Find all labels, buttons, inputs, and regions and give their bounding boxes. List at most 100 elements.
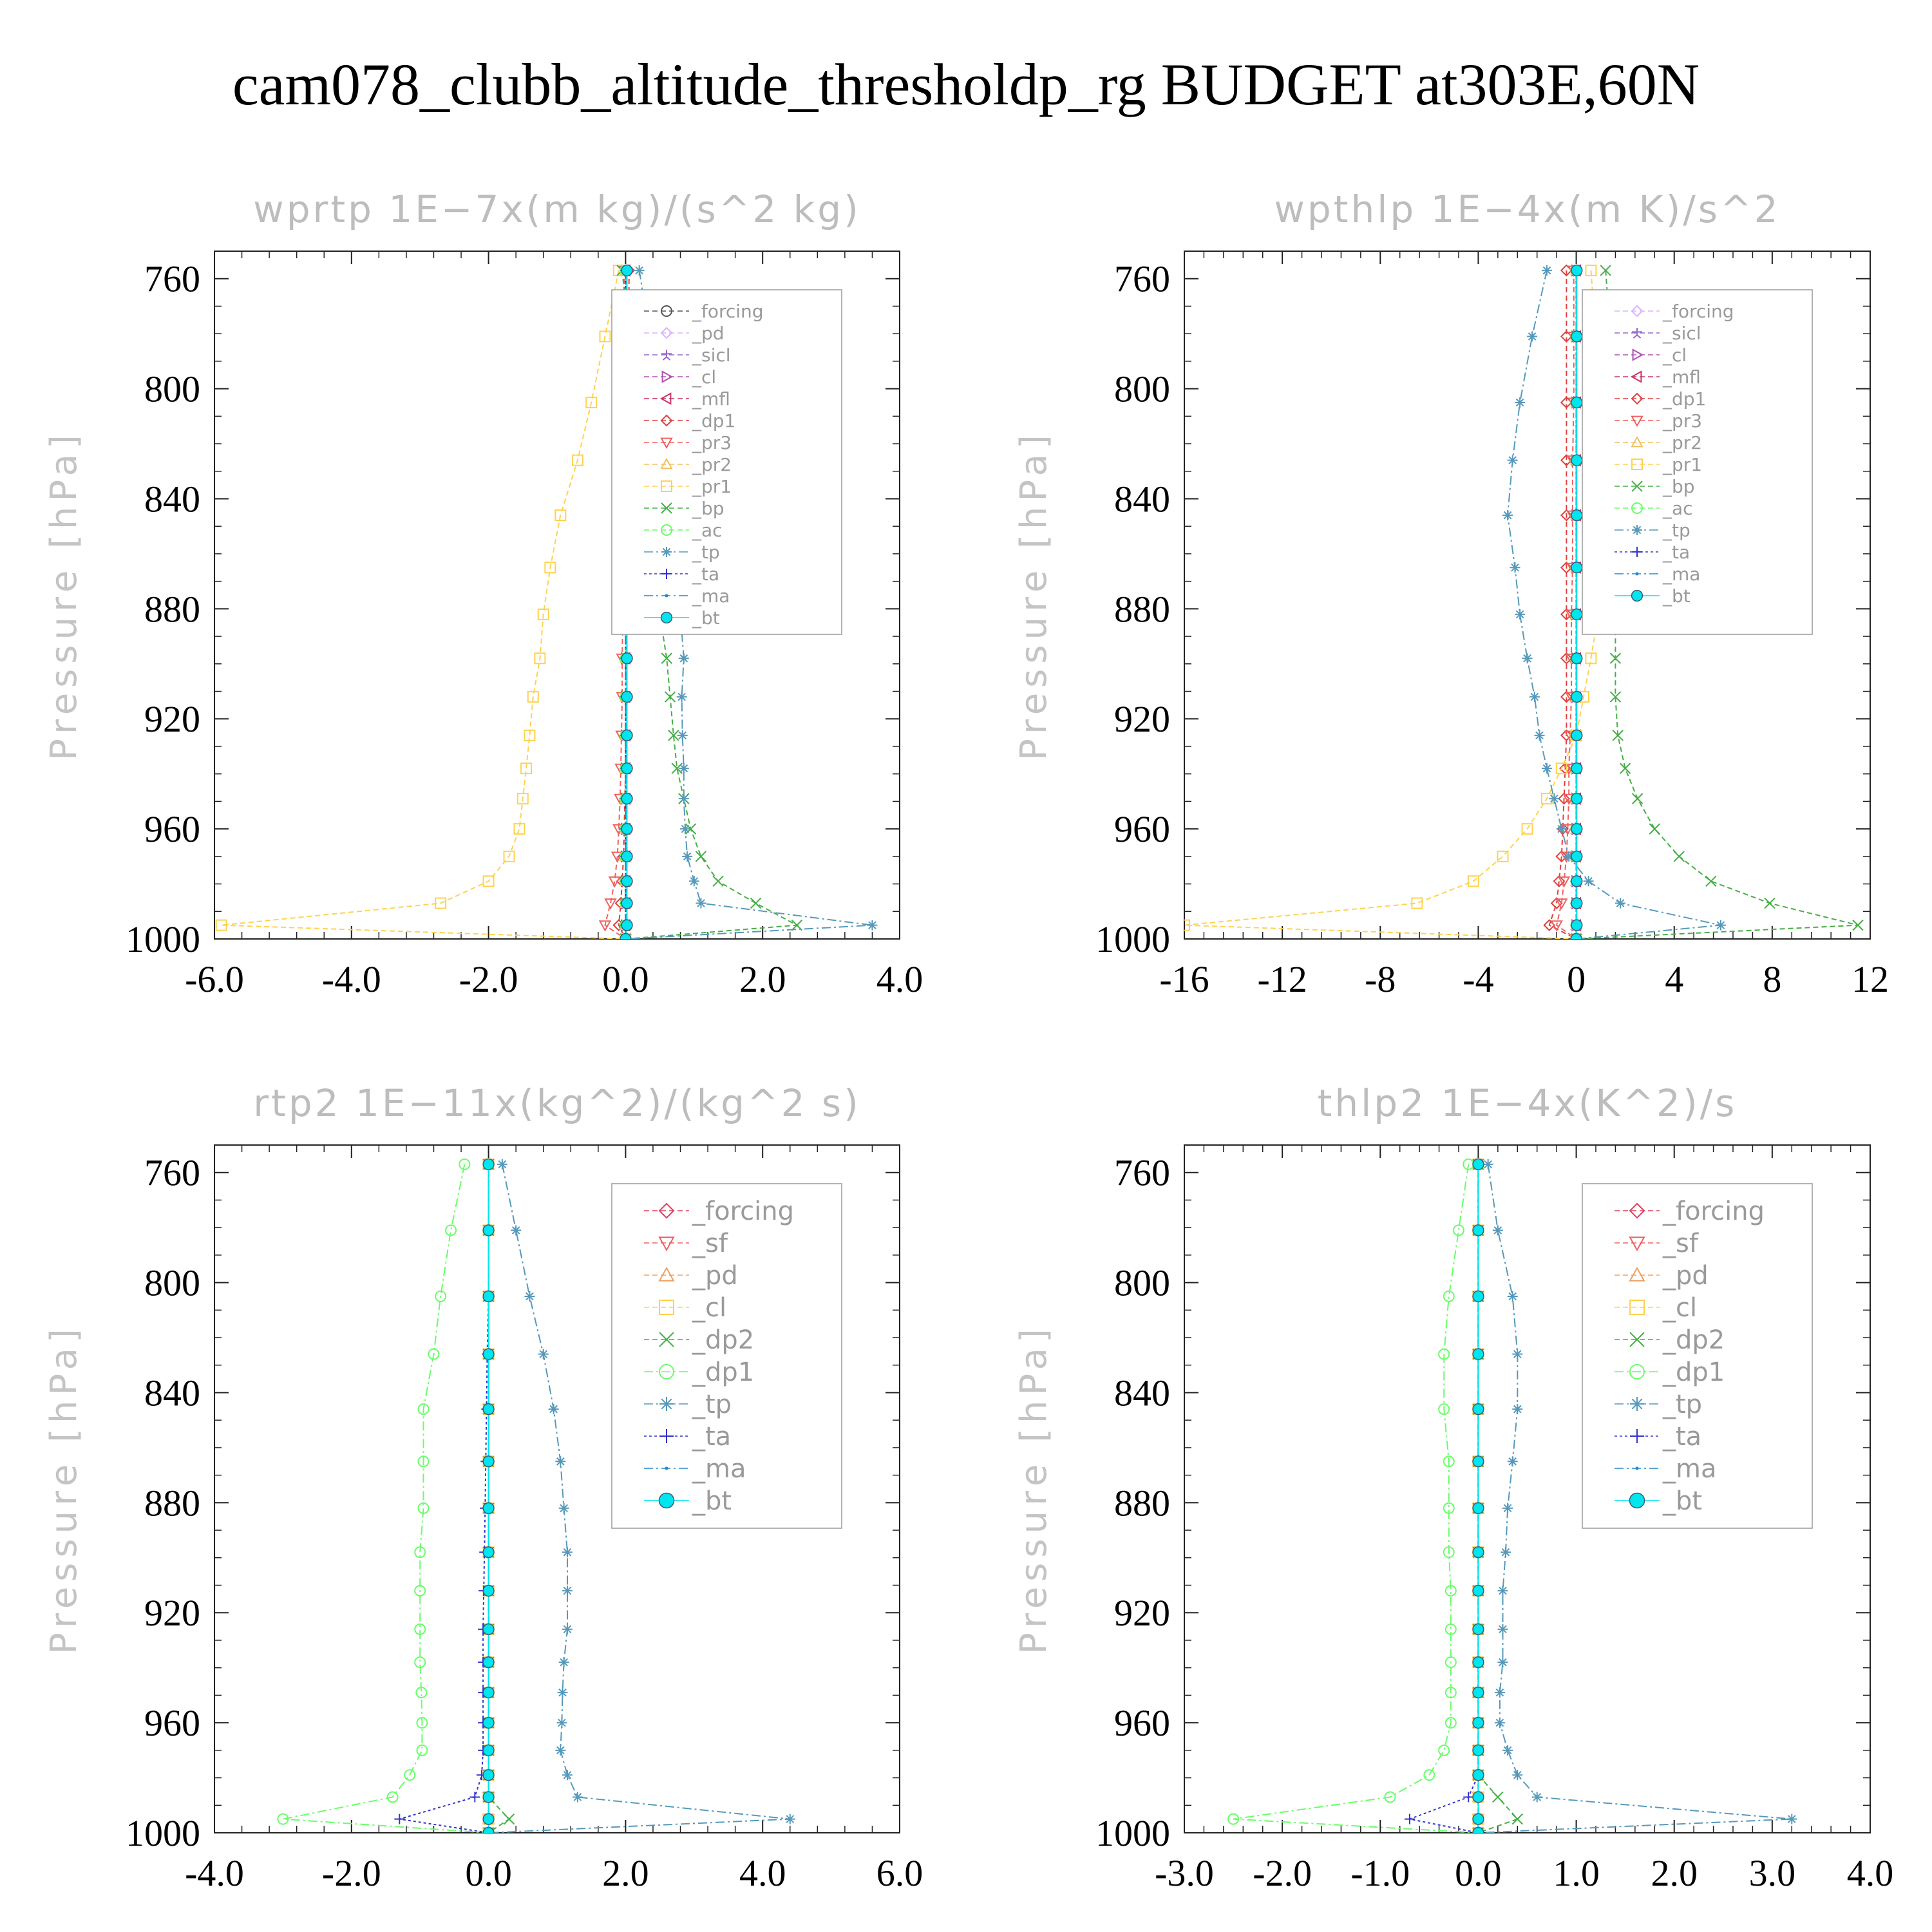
- data-point: [1472, 1348, 1484, 1360]
- data-point: [678, 763, 689, 774]
- y-tick-label: 920: [1114, 1592, 1170, 1634]
- data-point: [558, 1657, 569, 1668]
- y-axis-label: Pressure [hPa]: [1013, 1323, 1055, 1654]
- data-point: [1571, 850, 1583, 862]
- legend-label: _cl: [1662, 1293, 1697, 1323]
- data-point: [555, 1745, 566, 1756]
- legend-item: _ta: [644, 564, 719, 585]
- legend-item: _dp1: [1615, 388, 1706, 410]
- series-dp2: [1472, 1159, 1523, 1833]
- data-point: [558, 1502, 569, 1513]
- y-tick-label: 880: [144, 1482, 200, 1524]
- data-point: [1472, 1813, 1484, 1825]
- panel-title: thlp2 1E−4x(K^2)/s: [1318, 1081, 1738, 1125]
- data-point: [1649, 823, 1660, 835]
- data-point: [1541, 265, 1552, 276]
- data-point: [482, 1826, 495, 1833]
- data-point: [1609, 652, 1622, 664]
- legend-item: _ac: [1615, 498, 1693, 519]
- data-point: [1571, 330, 1583, 343]
- y-tick-label: 960: [144, 1702, 200, 1744]
- x-tick-label: 2.0: [1651, 1852, 1698, 1894]
- data-point: [1507, 455, 1518, 466]
- data-point: [1571, 897, 1583, 909]
- legend-label: _bp: [692, 498, 724, 519]
- data-point: [1555, 850, 1568, 863]
- data-point: [1444, 1717, 1457, 1729]
- plot-frame: [214, 1144, 900, 1833]
- data-point: [503, 850, 515, 862]
- data-point: [695, 851, 707, 862]
- data-point: [1501, 1547, 1511, 1558]
- x-tick-label: -16: [1159, 958, 1209, 1000]
- data-point: [1571, 396, 1583, 409]
- data-point: [1492, 1225, 1503, 1236]
- series-line: [1477, 1164, 1519, 1833]
- data-point: [459, 1158, 471, 1170]
- x-tick-label: -2.0: [1253, 1852, 1312, 1894]
- data-point: [621, 264, 633, 277]
- data-point: [1550, 897, 1563, 909]
- x-tick-label: 1.0: [1553, 1852, 1600, 1894]
- data-point: [1472, 1546, 1484, 1558]
- legend-item: _cl: [1615, 1293, 1697, 1323]
- data-point: [1560, 690, 1573, 703]
- data-point: [428, 1348, 440, 1360]
- data-point: [1571, 509, 1583, 522]
- legend-item: _bt: [644, 1486, 732, 1516]
- data-point: [534, 652, 546, 665]
- data-point: [1527, 331, 1538, 342]
- legend: _forcing_pd_sicl_cl_mfl_dp1_pr3_pr2_pr1_…: [611, 289, 842, 635]
- y-tick-label: 960: [1114, 808, 1170, 850]
- data-point: [1558, 792, 1570, 805]
- data-point: [1472, 1686, 1484, 1699]
- data-point: [1494, 1687, 1505, 1698]
- legend-label: _bt: [1662, 585, 1690, 607]
- legend-label: _sf: [692, 1229, 728, 1258]
- data-point: [585, 396, 598, 408]
- data-point: [1444, 1623, 1457, 1635]
- data-point: [414, 1585, 426, 1597]
- x-tick-label: -2.0: [322, 1852, 381, 1894]
- plot-frame: [214, 251, 900, 940]
- data-point: [1472, 1744, 1484, 1756]
- x-tick-label: 2.0: [739, 958, 786, 1000]
- data-point: [621, 875, 633, 887]
- legend-label: _sf: [1662, 1229, 1699, 1258]
- y-tick-label: 960: [1114, 1702, 1170, 1744]
- data-point: [1502, 510, 1513, 521]
- data-point: [556, 1718, 567, 1728]
- data-point: [1511, 1813, 1523, 1825]
- data-point: [1472, 1716, 1484, 1729]
- data-point: [1443, 1455, 1455, 1468]
- data-point: [386, 1791, 399, 1803]
- data-point: [1404, 1814, 1415, 1824]
- plot-frame: [1184, 1144, 1871, 1833]
- data-point: [1612, 730, 1624, 741]
- legend: _forcing _sf _pd_cl_dp2 _dp1 _tp _ta_ma_bt: [1582, 1183, 1813, 1529]
- data-point: [1571, 608, 1583, 621]
- series-tp: [1502, 265, 1726, 939]
- data-point: [482, 1716, 495, 1729]
- data-point: [620, 933, 632, 939]
- data-point: [1438, 1744, 1450, 1756]
- data-point: [1444, 1687, 1457, 1699]
- data-point: [482, 1744, 495, 1756]
- data-point: [1512, 1349, 1523, 1359]
- data-point: [668, 730, 679, 741]
- data-point: [555, 1456, 566, 1467]
- data-point: [676, 692, 687, 703]
- data-point: [482, 1813, 495, 1825]
- legend-item: _pr1: [644, 476, 732, 497]
- series-line: [488, 1164, 511, 1833]
- data-point: [1583, 876, 1594, 887]
- data-point: [621, 850, 633, 862]
- legend-label: _dp1: [692, 410, 735, 431]
- data-point: [1472, 1791, 1484, 1803]
- legend-item: _dp2: [644, 1325, 754, 1355]
- legend-item: _forcing: [644, 301, 764, 322]
- data-point: [417, 1502, 430, 1514]
- data-point: [1472, 1623, 1484, 1636]
- data-point: [435, 1290, 447, 1302]
